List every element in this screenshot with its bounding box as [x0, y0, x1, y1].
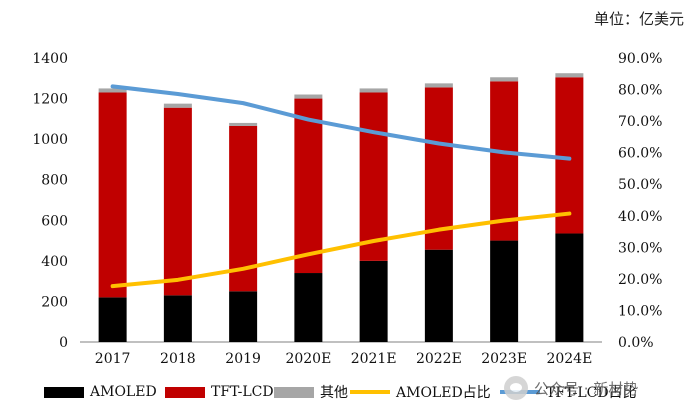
bar-- — [294, 94, 323, 99]
y-left-tick-label: 800 — [41, 173, 68, 189]
bar-amoled — [555, 233, 584, 342]
bar-amoled — [98, 297, 127, 342]
legend-label-amoled-share: AMOLED占比 — [396, 385, 491, 401]
legend-swatch-other — [274, 386, 314, 398]
bar-amoled — [229, 291, 258, 342]
y-left-tick-label: 1200 — [32, 92, 68, 108]
x-tick-label: 2024E — [546, 351, 592, 367]
line-amoled-share — [110, 211, 572, 289]
bar-tft-lcd — [294, 98, 323, 274]
bar-- — [424, 83, 453, 88]
bar-amoled — [490, 240, 519, 342]
legend-label-amoled: AMOLED — [90, 384, 157, 400]
y-right-tick-label: 20.0% — [618, 272, 662, 288]
line-tft-lcd-share — [110, 84, 572, 161]
y-left-tick-label: 200 — [41, 294, 68, 310]
bar-tft-lcd — [163, 107, 192, 296]
y-right-tick-label: 50.0% — [618, 177, 662, 193]
y-right-tick-label: 10.0% — [618, 303, 662, 319]
wechat-icon — [504, 376, 528, 400]
bar-amoled — [294, 273, 323, 342]
x-tick-label: 2020E — [285, 351, 331, 367]
legend-item-amoled: AMOLED — [44, 382, 157, 402]
bar-tft-lcd — [229, 125, 258, 292]
bar-tft-lcd — [490, 81, 519, 241]
y-left-tick-label: 1000 — [32, 132, 68, 148]
bar-- — [163, 103, 192, 108]
legend-label-other: 其他 — [320, 385, 348, 401]
y-right-tick-label: 90.0% — [618, 51, 662, 67]
bar-- — [490, 77, 519, 82]
legend-label-tft-lcd: TFT-LCD — [211, 384, 274, 400]
legend-item-other: 其他 — [274, 382, 348, 402]
y-right-tick-label: 40.0% — [618, 209, 662, 225]
legend-label-tft-lcd-share: TFT-LCD占比 — [546, 385, 637, 401]
y-left-tick-label: 1400 — [32, 51, 68, 67]
legend-swatch-amoled-share — [350, 390, 390, 394]
bar-amoled — [424, 249, 453, 342]
bar-amoled — [163, 295, 192, 342]
bar-- — [359, 88, 388, 93]
x-tick-label: 2019 — [225, 351, 261, 367]
y-right-tick-label: 60.0% — [618, 146, 662, 162]
legend: AMOLED TFT-LCD 其他 AMOLED占比 TFT-LCD占比 — [0, 378, 694, 408]
y-right-tick-label: 0.0% — [618, 335, 654, 351]
watermark: 公众号 · 新材势 — [504, 371, 689, 405]
bar-tft-lcd — [359, 92, 388, 261]
x-tick-label: 2018 — [160, 351, 196, 367]
x-tick-label: 2022E — [416, 351, 462, 367]
y-right-tick-label: 70.0% — [618, 114, 662, 130]
bar-amoled — [359, 260, 388, 342]
x-tick-label: 2017 — [95, 351, 131, 367]
legend-swatch-amoled — [44, 386, 84, 398]
bar-- — [229, 122, 258, 126]
x-tick-label: 2021E — [351, 351, 397, 367]
bar-tft-lcd — [555, 77, 584, 234]
watermark-text: 公众号 · 新材势 — [534, 379, 639, 398]
x-tick-label: 2023E — [481, 351, 527, 367]
unit-label: 单位：亿美元 — [593, 10, 684, 28]
y-left-tick-label: 400 — [41, 254, 68, 270]
y-right-tick-label: 30.0% — [618, 240, 662, 256]
legend-swatch-tft-lcd — [165, 386, 205, 398]
bar-tft-lcd — [424, 87, 453, 250]
legend-item-tft-lcd: TFT-LCD — [165, 382, 274, 402]
y-right-tick-label: 80.0% — [618, 83, 662, 99]
bar-- — [555, 73, 584, 78]
bar-tft-lcd — [98, 92, 127, 298]
y-left-tick-label: 600 — [41, 213, 68, 229]
legend-item-amoled-share: AMOLED占比 — [350, 382, 491, 402]
bar-- — [98, 88, 127, 93]
y-left-tick-label: 0 — [59, 335, 68, 351]
